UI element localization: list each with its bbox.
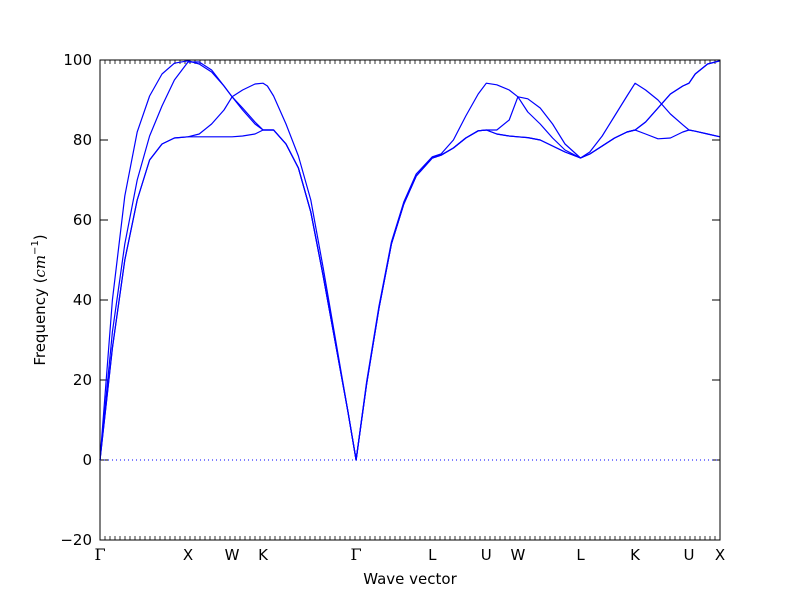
band-line-4 [99,60,721,461]
x-tick-label: K [258,546,269,564]
y-tick-label: 100 [63,51,92,69]
plot-frame [99,59,721,541]
y-axis-label-unit: cm [31,255,49,278]
y-tick-label: 20 [73,371,92,389]
x-tick-label: X [715,546,725,564]
x-tick-label: Γ [351,545,362,564]
y-tick-label: 80 [73,131,92,149]
x-axis-label: Wave vector [363,570,457,588]
x-tick-label: W [225,546,240,564]
y-tick-label: 60 [73,211,92,229]
x-tick-label: L [576,546,585,564]
y-tick-labels: −20 0 20 40 60 80 100 [60,51,92,549]
x-tick-label: U [684,546,695,564]
x-tick-label: X [183,546,193,564]
x-tick-label: Γ [94,545,105,564]
x-tick-label: U [481,546,492,564]
x-tick-label: L [428,546,437,564]
y-tick-label: −20 [60,531,92,549]
y-tick-label: 40 [73,291,92,309]
x-tick-label: W [510,546,525,564]
y-axis-label-suffix: ) [31,234,49,240]
y-axis-label-exponent: −1 [30,240,41,255]
y-axis-label-prefix: Frequency ( [31,278,49,366]
series-layer [99,60,721,461]
x-tick-label: K [630,546,641,564]
y-tick-label: 0 [82,451,92,469]
y-axis-label: Frequency (cm−1) [30,234,49,365]
